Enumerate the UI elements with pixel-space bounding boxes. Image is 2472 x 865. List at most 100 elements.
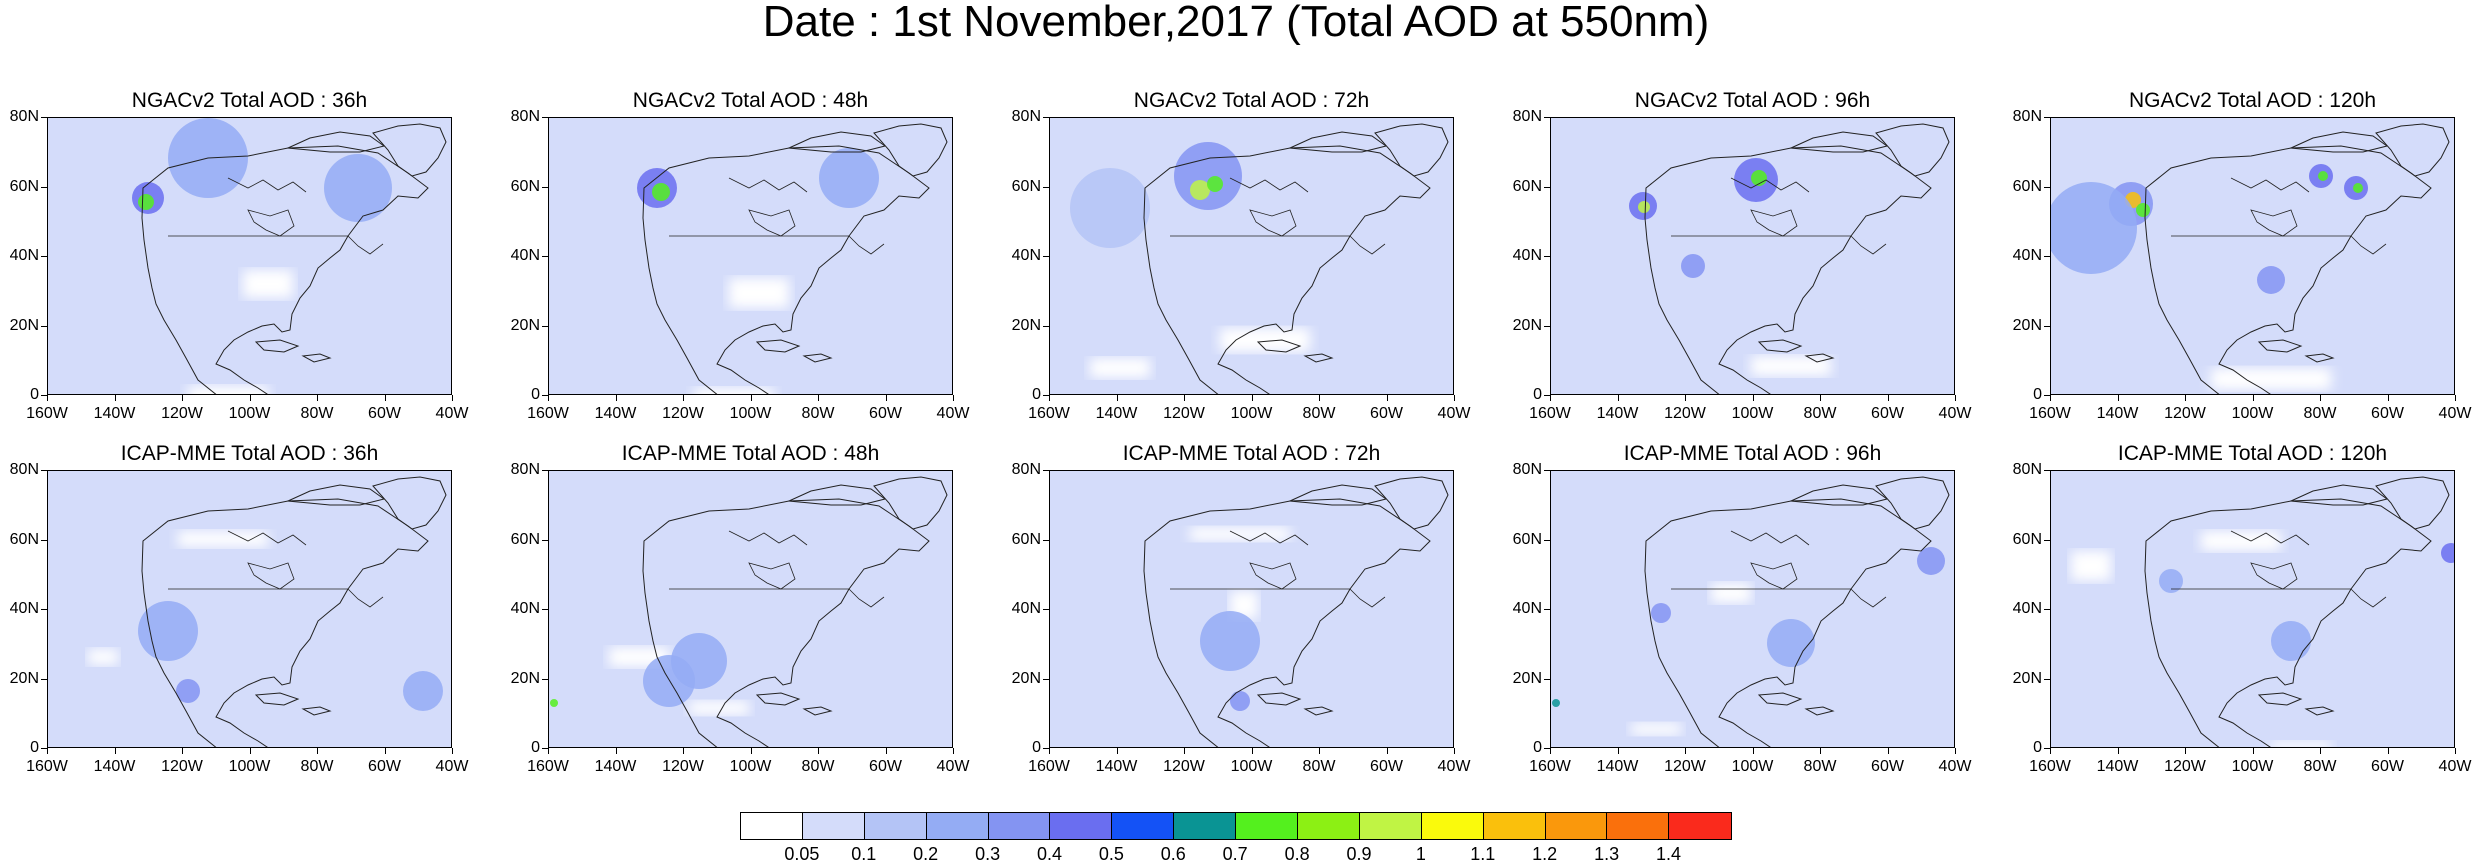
lon-tick-label: 100W xyxy=(2231,405,2274,422)
coastline-detail xyxy=(1730,530,1810,590)
colorbar-label: 0.3 xyxy=(975,844,1001,864)
lat-tick-label: 80N xyxy=(2012,461,2042,478)
lat-tick xyxy=(2044,256,2050,257)
panel-title: NGACv2 Total AOD : 48h xyxy=(632,89,869,112)
lon-tick-label: 140W xyxy=(93,758,136,775)
low-aod-patch xyxy=(1190,527,1290,541)
lon-tick-label: 60W xyxy=(1370,405,1403,422)
lat-tick-label: 40N xyxy=(2012,600,2042,617)
lat-tick-label: 40N xyxy=(1512,247,1542,264)
lat-tick-label: 0 xyxy=(30,386,39,403)
lon-tick xyxy=(2455,395,2456,401)
aod-hotspot xyxy=(819,148,879,208)
lon-tick-label: 40W xyxy=(1938,405,1972,422)
lat-tick xyxy=(1544,470,1550,471)
lon-tick xyxy=(1184,395,1185,401)
lat-tick xyxy=(2044,678,2050,680)
lat-tick xyxy=(542,748,548,749)
lat-tick-label: 40N xyxy=(9,247,39,264)
lat-tick xyxy=(1043,678,1049,680)
colorbar-swatch xyxy=(802,813,865,839)
colorbar-swatch xyxy=(1607,813,1670,839)
colorbar-label: 0.2 xyxy=(913,844,939,864)
lat-tick-label: 40N xyxy=(510,247,540,264)
lat-tick xyxy=(1043,395,1049,396)
coastline xyxy=(1303,706,1334,716)
aod-hotspot xyxy=(1917,547,1945,575)
country-border xyxy=(2171,588,2387,608)
coastline xyxy=(1256,339,1302,353)
colorbar-swatch xyxy=(1298,813,1360,839)
lat-tick-label: 80N xyxy=(9,461,39,478)
lon-tick xyxy=(1116,748,1118,754)
lon-tick-label: 80W xyxy=(2303,405,2337,422)
lon-tick xyxy=(1752,748,1754,754)
lat-tick xyxy=(1043,325,1049,327)
coastline-detail xyxy=(2230,177,2310,237)
colorbar-swatch xyxy=(1359,813,1422,839)
lon-tick xyxy=(1820,748,1821,754)
panel-title: ICAP-MME Total AOD : 48h xyxy=(621,442,880,465)
lon-tick xyxy=(1251,395,1253,401)
low-aod-patch xyxy=(694,388,774,394)
lat-tick-label: 0 xyxy=(1032,739,1041,756)
lat-tick xyxy=(41,748,47,749)
lon-tick xyxy=(317,395,318,401)
coastline xyxy=(254,692,300,706)
lon-tick-label: 120W xyxy=(662,405,704,422)
lon-tick xyxy=(1820,395,1821,401)
lat-tick-label: 60N xyxy=(1512,177,1542,195)
lon-tick-label: 120W xyxy=(1664,405,1706,422)
lon-tick xyxy=(114,748,116,754)
panel-title: NGACv2 Total AOD : 96h xyxy=(1634,89,1871,112)
lon-tick-label: 160W xyxy=(1529,405,1571,422)
lat-tick xyxy=(1043,186,1049,188)
lon-tick xyxy=(1049,395,1050,401)
coastline-detail xyxy=(728,177,808,237)
lon-tick xyxy=(1617,748,1619,754)
lat-tick xyxy=(1544,609,1550,610)
colorbar-label: 0.8 xyxy=(1284,844,1310,864)
lon-tick xyxy=(2117,395,2119,401)
lon-tick xyxy=(1049,748,1050,754)
aod-hotspot xyxy=(2136,203,2150,217)
low-aod-patch xyxy=(2071,551,2111,581)
lon-tick-label: 60W xyxy=(869,758,902,775)
lat-tick-label: 0 xyxy=(531,739,540,756)
coastline xyxy=(372,123,447,177)
low-aod-patch xyxy=(1090,358,1150,378)
lon-tick xyxy=(953,395,954,401)
lon-tick xyxy=(750,395,752,401)
lon-tick-label: 60W xyxy=(368,758,401,775)
lat-tick xyxy=(2044,395,2050,396)
lat-tick xyxy=(1544,395,1550,396)
lon-tick xyxy=(249,748,251,754)
colorbar-label: 0.4 xyxy=(1036,844,1063,864)
coastline xyxy=(2304,706,2335,716)
lon-tick-label: 80W xyxy=(300,405,334,422)
lat-tick-label: 0 xyxy=(1533,739,1542,756)
panel-title: ICAP-MME Total AOD : 120h xyxy=(2117,442,2388,465)
lon-tick-label: 140W xyxy=(594,405,637,422)
lon-tick-label: 40W xyxy=(435,758,469,775)
colorbar-label: 0.5 xyxy=(1098,844,1124,864)
lon-tick-label: 60W xyxy=(2371,405,2404,422)
lon-tick-label: 80W xyxy=(1803,405,1837,422)
lat-tick-label: 0 xyxy=(531,386,540,403)
lat-tick xyxy=(542,539,548,541)
lon-tick xyxy=(548,748,549,754)
aod-hotspot xyxy=(1190,180,1210,200)
lon-tick xyxy=(615,748,617,754)
lon-tick-label: 80W xyxy=(801,758,835,775)
lat-tick-label: 20N xyxy=(1011,316,1041,334)
lat-tick xyxy=(41,395,47,396)
lon-tick xyxy=(1887,395,1889,401)
aod-hotspot xyxy=(652,183,670,201)
lon-tick-label: 140W xyxy=(594,758,637,775)
lon-tick xyxy=(114,395,116,401)
lon-tick xyxy=(452,395,453,401)
aod-hotspot xyxy=(2441,543,2454,563)
lat-tick-label: 0 xyxy=(30,739,39,756)
lon-tick xyxy=(182,748,183,754)
lat-tick xyxy=(1043,470,1049,471)
